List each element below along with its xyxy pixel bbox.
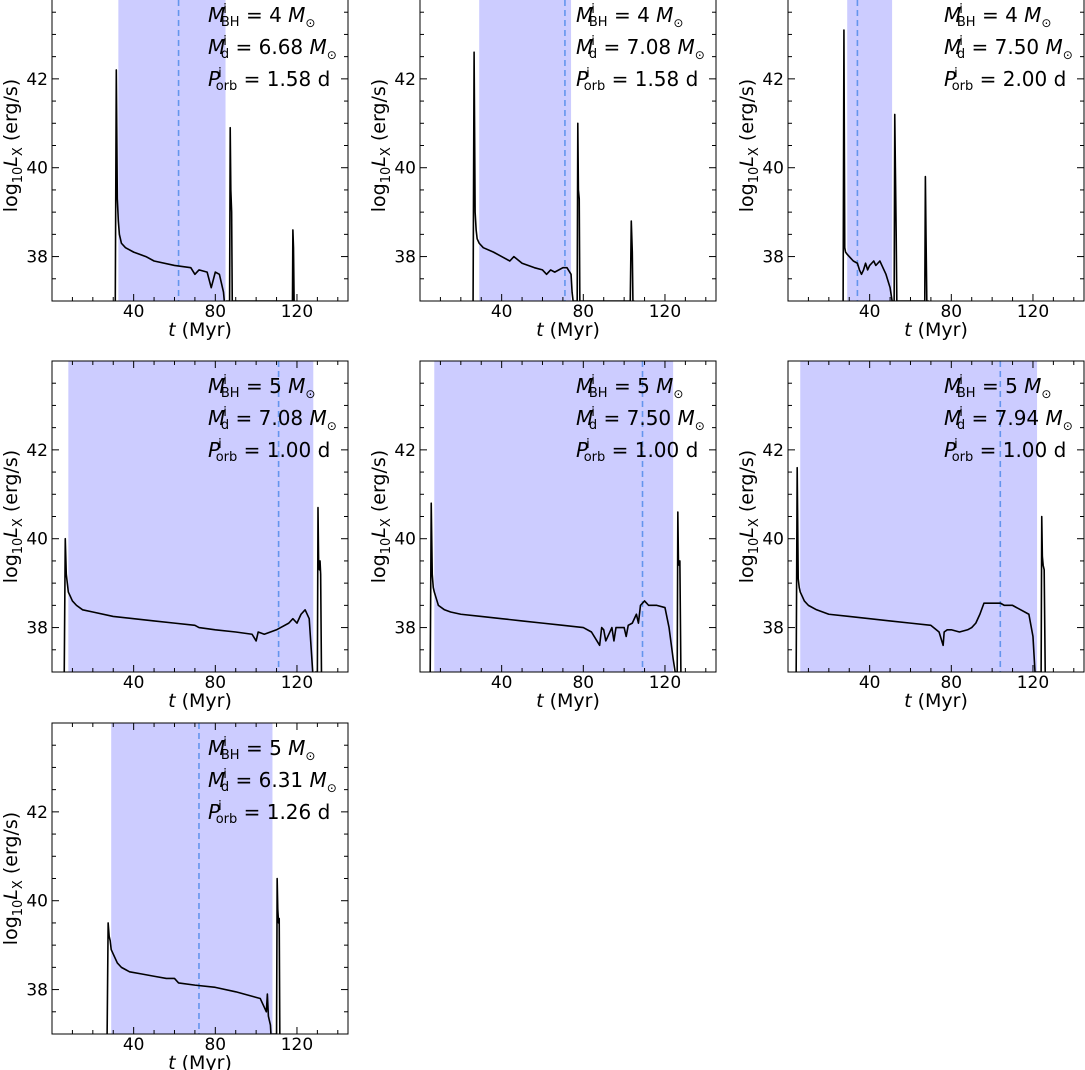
x-axis-label: t (Myr) xyxy=(168,319,232,341)
x-axis-label: t (Myr) xyxy=(904,690,968,712)
annotation-porb: Pi orb = 1.00 d xyxy=(944,437,1066,465)
shaded-region xyxy=(800,361,1038,672)
annotation-md: Mi d = 6.68 M⊙ xyxy=(208,34,337,62)
y-tick-label: 42 xyxy=(26,441,48,461)
annotation-mbh: Mi BH = 4 M⊙ xyxy=(944,2,1051,30)
shaded-region xyxy=(118,0,226,301)
x-tick-label: 40 xyxy=(123,302,145,322)
y-axis-label: log10LX (erg/s) xyxy=(368,79,394,212)
annotation-md: Mi d = 7.08 M⊙ xyxy=(576,34,705,62)
x-tick-label: 80 xyxy=(204,302,226,322)
y-tick-label: 40 xyxy=(762,159,784,179)
y-tick-label: 42 xyxy=(394,441,416,461)
y-tick-label: 40 xyxy=(26,159,48,179)
panel-6: 40 80 120 38 40 42 t (Myr) log10LX (erg/s) Mi BH … xyxy=(736,360,1085,712)
y-tick-label: 40 xyxy=(394,159,416,179)
y-tick-label: 38 xyxy=(394,619,416,639)
annotation-md: Mi d = 7.94 M⊙ xyxy=(944,405,1073,433)
y-tick-label: 38 xyxy=(762,248,784,268)
x-axis-label: t (Myr) xyxy=(168,1052,232,1070)
annotation-md: Mi d = 7.50 M⊙ xyxy=(576,405,705,433)
y-tick-label: 40 xyxy=(762,530,784,550)
annotation-mbh: Mi BH = 5 M⊙ xyxy=(208,373,315,401)
panel-4: 40 80 120 38 40 42 t (Myr) log10LX (erg/s) Mi BH … xyxy=(0,360,349,712)
y-tick-label: 42 xyxy=(26,70,48,90)
series-line xyxy=(106,877,281,1034)
x-tick-label: 120 xyxy=(649,673,681,693)
series-line xyxy=(472,51,635,301)
annotation-md: Mi d = 7.08 M⊙ xyxy=(208,405,337,433)
annotation-md: Mi d = 6.31 M⊙ xyxy=(208,767,337,795)
y-tick-label: 40 xyxy=(394,530,416,550)
annotation-md: Mi d = 7.50 M⊙ xyxy=(944,34,1073,62)
y-tick-label: 40 xyxy=(26,892,48,912)
annotation-mbh: Mi BH = 4 M⊙ xyxy=(208,2,315,30)
y-tick-label: 38 xyxy=(26,981,48,1001)
y-tick-label: 38 xyxy=(394,248,416,268)
y-tick-label: 42 xyxy=(394,70,416,90)
series-line xyxy=(63,506,323,672)
annotation-mbh: Mi BH = 5 M⊙ xyxy=(576,373,683,401)
x-tick-label: 80 xyxy=(940,302,962,322)
y-tick-label: 42 xyxy=(762,441,784,461)
x-tick-label: 80 xyxy=(204,673,226,693)
y-axis-label: log10LX (erg/s) xyxy=(736,450,762,583)
series-line xyxy=(429,502,682,672)
x-tick-label: 40 xyxy=(859,673,881,693)
y-tick-label: 38 xyxy=(26,619,48,639)
annotation-porb: Pi orb = 2.00 d xyxy=(944,66,1066,94)
series-line xyxy=(114,69,295,301)
x-tick-label: 120 xyxy=(281,302,313,322)
annotation-porb: Pi orb = 1.58 d xyxy=(576,66,698,94)
x-tick-label: 40 xyxy=(491,302,513,322)
x-tick-label: 120 xyxy=(281,673,313,693)
x-tick-label: 80 xyxy=(940,673,962,693)
shaded-region xyxy=(479,0,572,301)
x-axis-label: t (Myr) xyxy=(904,319,968,341)
x-tick-label: 80 xyxy=(572,673,594,693)
annotation-porb: Pi orb = 1.58 d xyxy=(208,66,330,94)
annotation-porb: Pi orb = 1.00 d xyxy=(208,437,330,465)
x-axis-label: t (Myr) xyxy=(536,319,600,341)
series-line xyxy=(842,29,929,301)
x-tick-label: 120 xyxy=(281,1035,313,1055)
y-axis-label: log10LX (erg/s) xyxy=(0,812,26,945)
y-axis-label: log10LX (erg/s) xyxy=(736,79,762,212)
x-axis-label: t (Myr) xyxy=(536,690,600,712)
x-tick-label: 80 xyxy=(572,302,594,322)
x-tick-label: 40 xyxy=(123,1035,145,1055)
panel-7: 40 80 120 38 40 42 t (Myr) log10LX (erg/s) Mi BH … xyxy=(0,722,349,1070)
annotation-porb: Pi orb = 1.26 d xyxy=(208,799,330,827)
annotation-mbh: Mi BH = 5 M⊙ xyxy=(208,735,315,763)
panel-5: 40 80 120 38 40 42 t (Myr) log10LX (erg/s) Mi BH … xyxy=(368,360,717,712)
panel-2: 40 80 120 38 40 42 t (Myr) log10LX (erg/s) Mi BH … xyxy=(368,0,717,341)
annotation-mbh: Mi BH = 5 M⊙ xyxy=(944,373,1051,401)
x-axis-label: t (Myr) xyxy=(168,690,232,712)
y-axis-label: log10LX (erg/s) xyxy=(0,79,26,212)
y-axis-label: log10LX (erg/s) xyxy=(368,450,394,583)
y-tick-label: 38 xyxy=(762,619,784,639)
shaded-region xyxy=(68,361,314,672)
x-tick-label: 40 xyxy=(491,673,513,693)
x-tick-label: 40 xyxy=(859,302,881,322)
annotation-mbh: Mi BH = 4 M⊙ xyxy=(576,2,683,30)
shaded-region xyxy=(111,723,273,1034)
annotation-porb: Pi orb = 1.00 d xyxy=(576,437,698,465)
y-tick-label: 42 xyxy=(26,803,48,823)
x-tick-label: 120 xyxy=(1017,302,1049,322)
panel-3: 40 80 120 38 40 42 t (Myr) log10LX (erg/s) Mi BH … xyxy=(736,0,1085,341)
series-line xyxy=(795,466,1047,672)
x-tick-label: 120 xyxy=(649,302,681,322)
y-tick-label: 42 xyxy=(762,70,784,90)
x-tick-label: 80 xyxy=(204,1035,226,1055)
y-tick-label: 40 xyxy=(26,530,48,550)
x-tick-label: 120 xyxy=(1017,673,1049,693)
y-axis-label: log10LX (erg/s) xyxy=(0,450,26,583)
y-tick-label: 38 xyxy=(26,248,48,268)
panel-1: 40 80 120 38 40 42 t (Myr) log10LX (erg/s) Mi BH … xyxy=(0,0,349,341)
x-tick-label: 40 xyxy=(123,673,145,693)
shaded-region xyxy=(847,0,893,301)
